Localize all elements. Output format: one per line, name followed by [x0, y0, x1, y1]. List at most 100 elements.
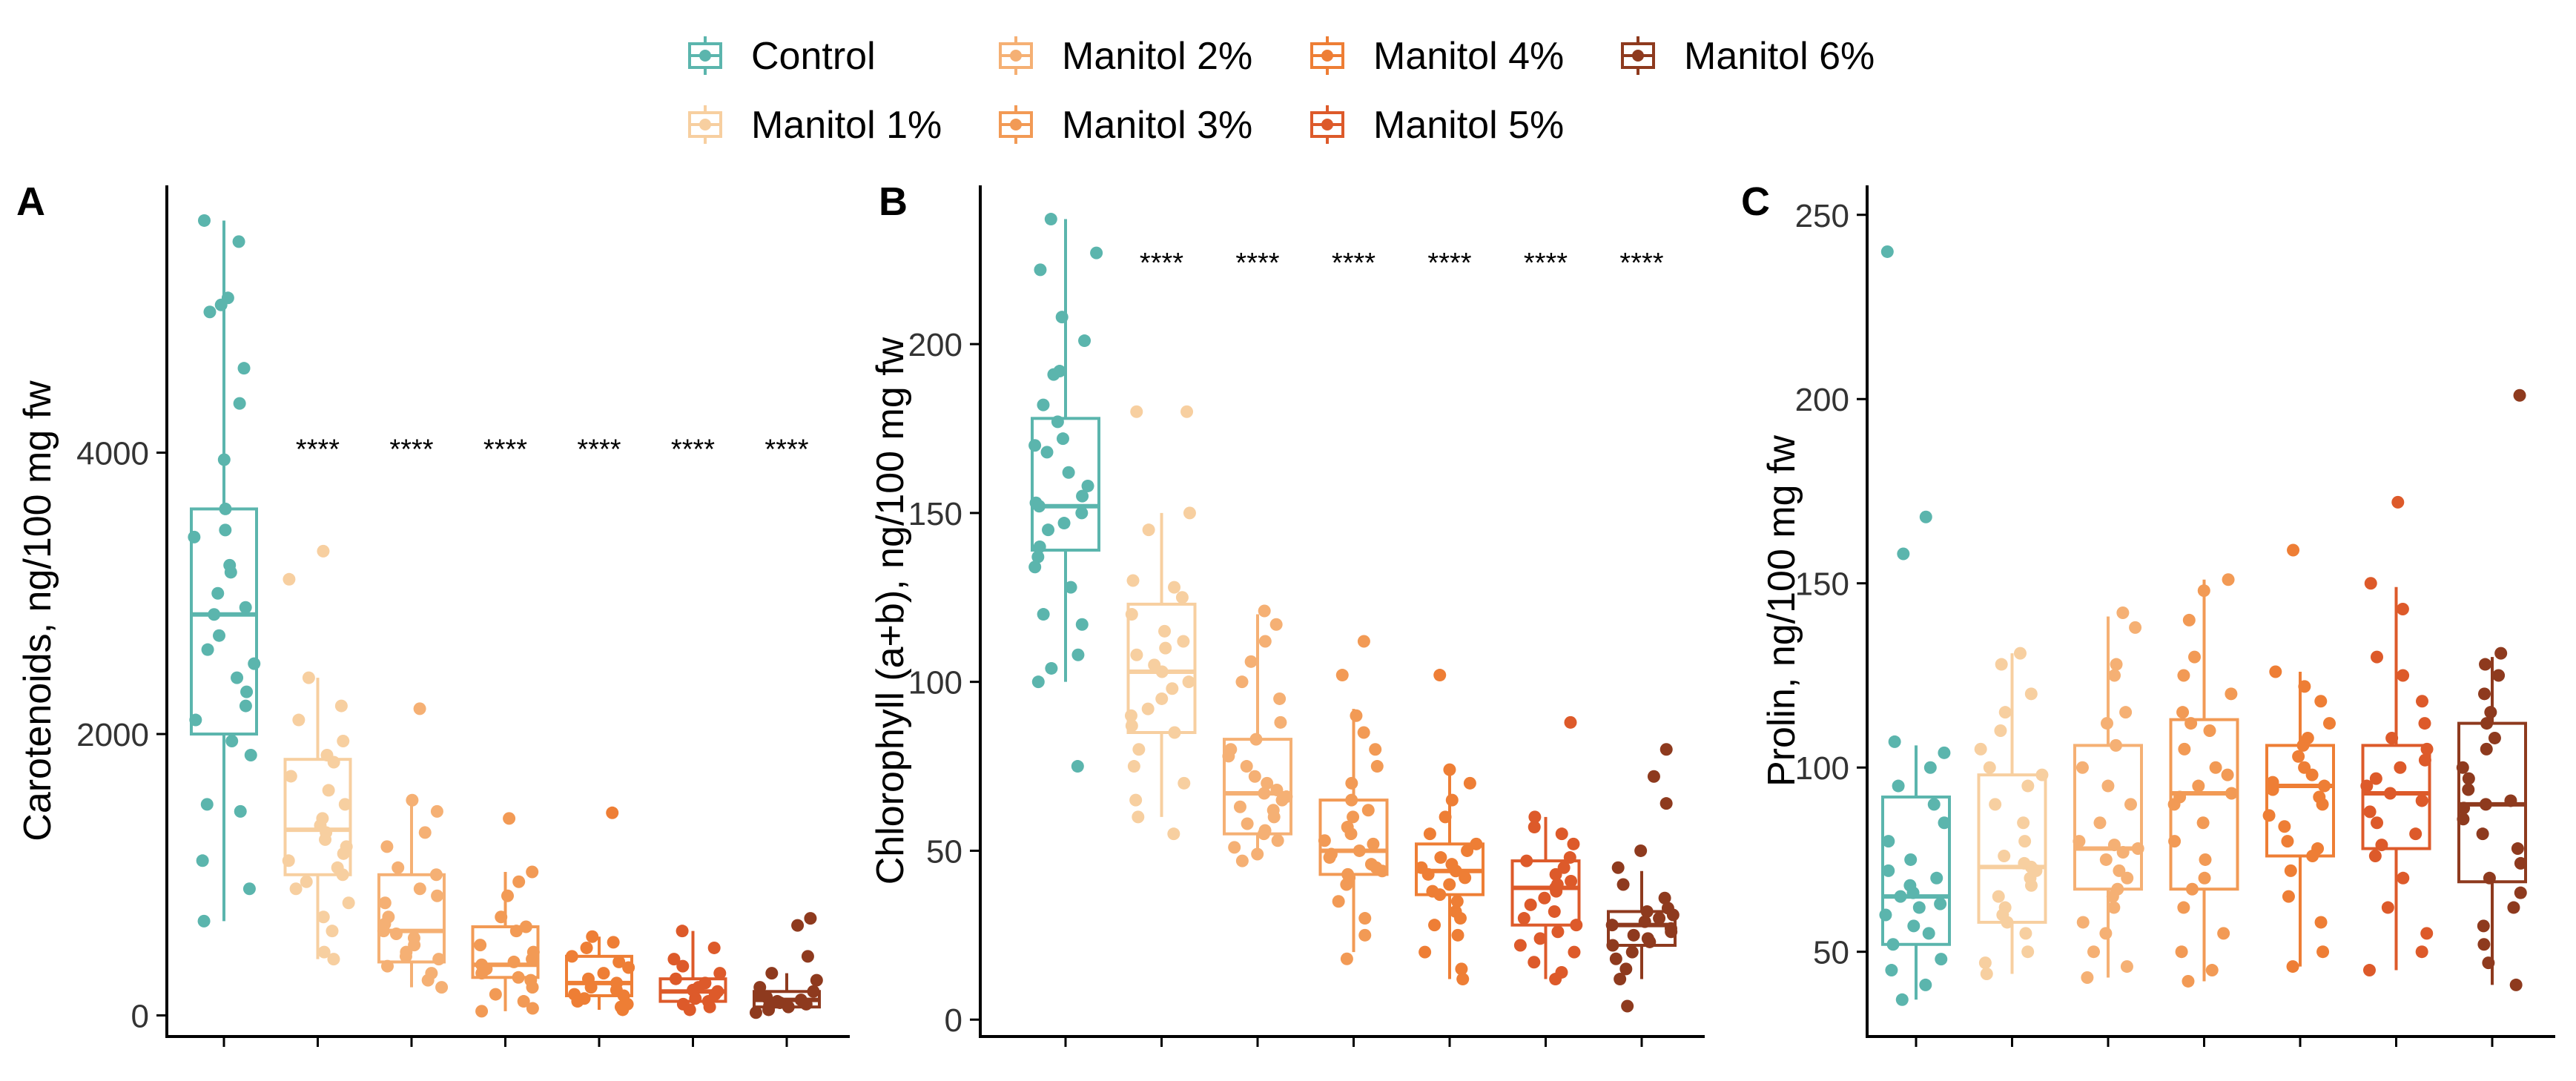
data-point — [501, 889, 514, 902]
data-point — [224, 566, 237, 579]
data-point — [762, 1003, 776, 1016]
data-point — [200, 798, 214, 811]
data-point — [676, 959, 690, 973]
data-point — [1888, 735, 1901, 748]
data-point — [2456, 761, 2469, 774]
data-point — [2397, 871, 2410, 885]
y-tick-label: 150 — [1795, 566, 1849, 603]
data-point — [1129, 793, 1143, 807]
y-tick-label: 2000 — [76, 717, 149, 753]
data-point — [1895, 993, 1909, 1006]
data-point — [1513, 939, 1527, 952]
data-point — [509, 925, 523, 938]
data-point — [1042, 523, 1055, 537]
data-point — [1056, 432, 1069, 446]
y-tick-label: 100 — [1795, 750, 1849, 787]
data-point — [2462, 783, 2475, 796]
data-point — [1168, 726, 1181, 739]
data-point — [1357, 726, 1370, 739]
y-tick-label: 150 — [908, 496, 962, 532]
data-point — [580, 941, 593, 954]
data-point — [248, 657, 261, 670]
data-point — [317, 544, 330, 558]
data-point — [713, 967, 727, 980]
data-point — [1434, 851, 1447, 865]
data-point — [1550, 885, 1563, 898]
data-point — [1879, 908, 1892, 922]
data-point — [2024, 879, 2038, 892]
data-point — [1032, 500, 1046, 513]
panel-label: A — [16, 179, 45, 224]
legend-dot — [699, 50, 711, 62]
data-point — [1167, 827, 1180, 841]
data-point — [377, 925, 390, 938]
data-point — [799, 997, 813, 1011]
data-point — [1907, 919, 1921, 933]
data-point — [2113, 864, 2126, 877]
legend-dot — [699, 119, 711, 130]
data-point — [1076, 489, 1089, 503]
data-point — [1275, 793, 1289, 807]
iqr-box — [1510, 859, 1581, 927]
legend: Control Manitol 1% Manitol 2% Manitol 3% Man… — [688, 35, 1875, 147]
data-point — [1922, 927, 1935, 940]
data-point — [430, 804, 443, 818]
data-point — [2087, 945, 2100, 959]
data-point — [233, 397, 246, 410]
data-point — [1421, 867, 1435, 881]
data-point — [244, 748, 257, 761]
data-point — [1344, 827, 1358, 841]
data-point — [2492, 669, 2506, 682]
data-point — [2131, 842, 2144, 856]
data-point — [565, 950, 578, 963]
data-point — [336, 868, 349, 882]
data-point — [1075, 618, 1089, 631]
panel-c: C Prolin, ng/100 mg fw 50 100 150 200 250 — [1741, 179, 2555, 1047]
data-point — [2099, 927, 2113, 940]
data-point — [1057, 517, 1071, 530]
data-point — [2106, 890, 2119, 903]
legend-item-manitol-5: Manitol 5% — [1310, 104, 1564, 147]
legend-item-control: Control — [688, 35, 876, 78]
data-point — [1906, 886, 1920, 899]
data-point — [2488, 731, 2501, 744]
data-point — [2514, 856, 2527, 870]
data-point — [2175, 945, 2188, 959]
data-point — [2418, 717, 2431, 730]
significance-label: **** — [577, 434, 621, 466]
data-point — [1183, 506, 1196, 520]
data-point — [689, 992, 702, 1005]
box-manitol-1 — [1974, 647, 2049, 1047]
box-manitol-3: **** — [1318, 248, 1389, 1047]
data-point — [676, 925, 689, 938]
data-point — [1034, 263, 1047, 277]
data-point — [1904, 853, 1918, 866]
y-tick-label: 250 — [1795, 198, 1849, 234]
data-point — [607, 936, 620, 949]
data-point — [234, 804, 247, 818]
data-point — [380, 840, 394, 853]
data-point — [1332, 895, 1345, 908]
data-point — [1235, 675, 1249, 689]
data-point — [2494, 647, 2508, 660]
data-point — [1919, 978, 1932, 991]
data-point — [1235, 854, 1249, 867]
data-point — [1665, 925, 1678, 939]
data-point — [239, 699, 252, 713]
data-point — [1449, 865, 1462, 878]
data-point — [1983, 761, 1996, 774]
data-point — [1658, 891, 1671, 905]
data-point — [2287, 543, 2300, 557]
data-point — [1992, 890, 2005, 903]
data-point — [1565, 874, 1578, 887]
data-point — [2298, 680, 2311, 693]
data-point — [1463, 776, 1476, 790]
data-point — [2415, 945, 2428, 959]
data-point — [389, 927, 403, 940]
data-point — [1994, 724, 2007, 738]
data-point — [1517, 912, 1530, 925]
data-point — [1459, 871, 1472, 885]
box-manitol-6: **** — [749, 434, 823, 1047]
data-point — [1155, 665, 1169, 678]
legend-item-manitol-1: Manitol 1% — [688, 104, 942, 147]
